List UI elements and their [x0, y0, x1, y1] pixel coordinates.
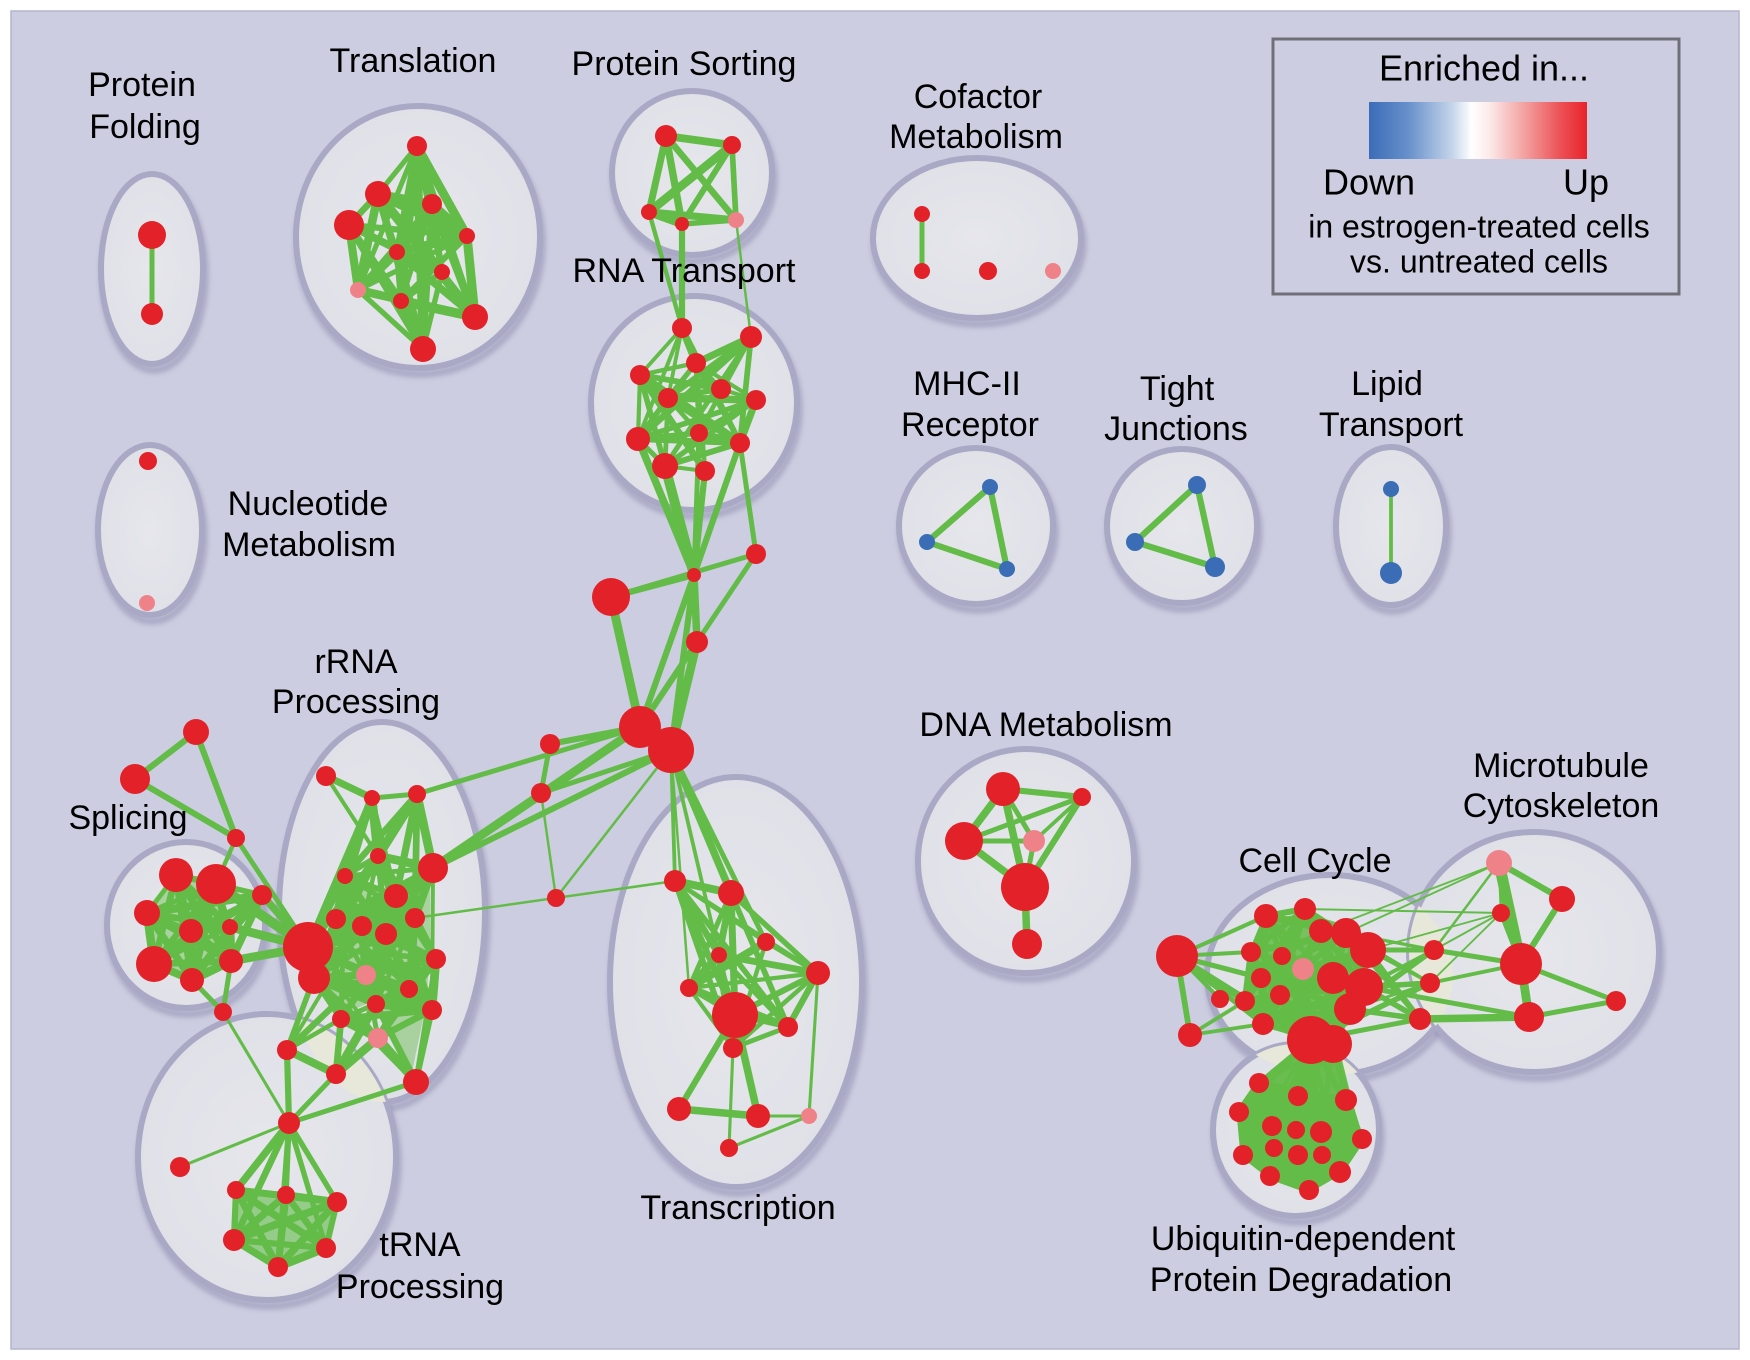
svg-text:MHC-II: MHC-II: [913, 365, 1021, 403]
svg-text:Down: Down: [1323, 162, 1415, 203]
svg-text:Cofactor: Cofactor: [914, 78, 1043, 116]
svg-text:DNA Metabolism: DNA Metabolism: [919, 706, 1172, 744]
svg-text:in estrogen-treated cells: in estrogen-treated cells: [1308, 208, 1650, 244]
svg-text:Folding: Folding: [89, 108, 201, 146]
svg-text:Metabolism: Metabolism: [222, 526, 396, 564]
svg-text:Protein: Protein: [88, 66, 196, 104]
svg-text:Lipid: Lipid: [1351, 365, 1423, 403]
svg-text:Microtubule: Microtubule: [1473, 747, 1649, 785]
svg-text:Ubiquitin-dependent: Ubiquitin-dependent: [1151, 1220, 1456, 1258]
svg-text:Metabolism: Metabolism: [889, 118, 1063, 156]
svg-text:Translation: Translation: [330, 42, 497, 80]
svg-text:Cytoskeleton: Cytoskeleton: [1463, 787, 1660, 825]
svg-text:Tight: Tight: [1140, 370, 1215, 408]
svg-text:Processing: Processing: [336, 1268, 504, 1306]
svg-text:tRNA: tRNA: [379, 1226, 461, 1264]
svg-text:Up: Up: [1563, 162, 1609, 203]
svg-text:Receptor: Receptor: [901, 406, 1039, 444]
svg-text:RNA Transport: RNA Transport: [573, 252, 797, 290]
svg-text:Nucleotide: Nucleotide: [228, 485, 389, 523]
svg-text:Protein Sorting: Protein Sorting: [572, 45, 797, 83]
svg-text:Enriched in...: Enriched in...: [1379, 48, 1589, 89]
svg-text:Cell Cycle: Cell Cycle: [1238, 842, 1391, 880]
svg-text:vs. untreated cells: vs. untreated cells: [1350, 243, 1608, 279]
svg-text:Transcription: Transcription: [640, 1189, 835, 1227]
svg-text:Splicing: Splicing: [68, 799, 187, 837]
svg-text:Protein Degradation: Protein Degradation: [1150, 1261, 1452, 1299]
svg-text:Transport: Transport: [1319, 406, 1464, 444]
svg-text:Processing: Processing: [272, 683, 440, 721]
svg-text:rRNA: rRNA: [314, 643, 397, 681]
svg-text:Junctions: Junctions: [1104, 410, 1248, 448]
